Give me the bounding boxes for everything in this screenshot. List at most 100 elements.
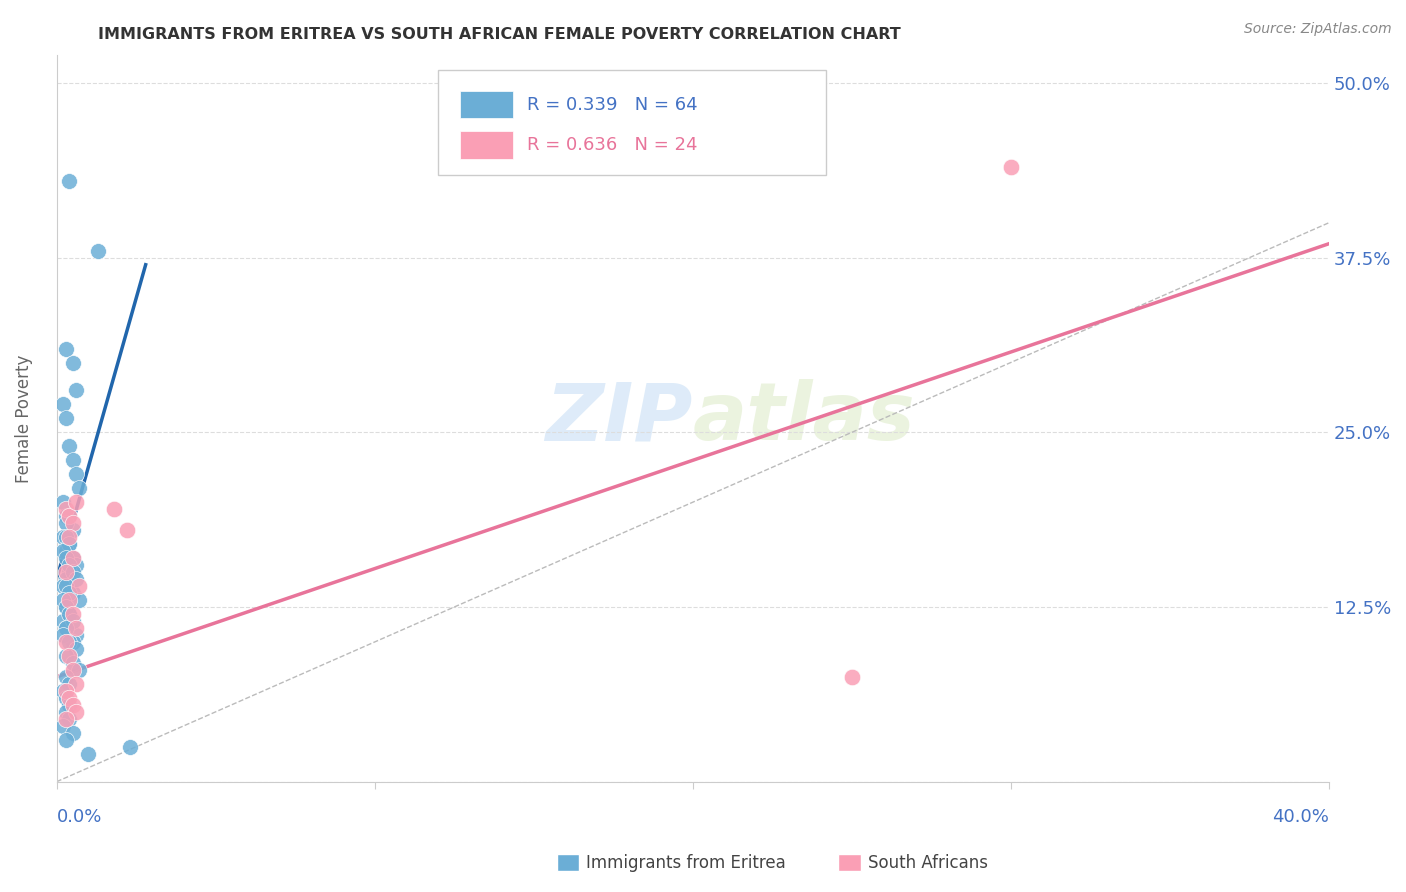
Point	[87, 244, 110, 258]
Point	[58, 677, 80, 691]
Point	[62, 698, 84, 712]
Point	[52, 397, 75, 411]
Point	[55, 572, 77, 586]
Point	[62, 656, 84, 670]
Text: 40.0%: 40.0%	[1272, 807, 1329, 826]
Point	[55, 705, 77, 719]
Point	[52, 628, 75, 642]
Point	[118, 739, 141, 754]
Point	[841, 670, 863, 684]
Point	[115, 523, 138, 537]
Point	[65, 628, 87, 642]
Point	[55, 684, 77, 698]
Point	[58, 586, 80, 600]
Text: Source: ZipAtlas.com: Source: ZipAtlas.com	[1244, 22, 1392, 37]
Text: South Africans: South Africans	[868, 854, 987, 871]
Bar	[460, 91, 513, 119]
Point	[58, 439, 80, 453]
Point	[62, 355, 84, 369]
Point	[62, 607, 84, 621]
Point	[67, 579, 90, 593]
Point	[77, 747, 100, 761]
Point	[55, 600, 77, 615]
Point	[65, 467, 87, 482]
Point	[65, 558, 87, 573]
Point	[55, 509, 77, 524]
Point	[67, 481, 90, 495]
Text: 0.0%: 0.0%	[56, 807, 103, 826]
Y-axis label: Female Poverty: Female Poverty	[15, 354, 32, 483]
Point	[65, 642, 87, 657]
Point	[58, 607, 80, 621]
Text: Immigrants from Eritrea: Immigrants from Eritrea	[586, 854, 786, 871]
Point	[55, 670, 77, 684]
Point	[52, 719, 75, 733]
Point	[55, 579, 77, 593]
Text: ZIP: ZIP	[546, 379, 693, 458]
Point	[58, 648, 80, 663]
Point	[58, 565, 80, 579]
Point	[62, 565, 84, 579]
Point	[58, 607, 80, 621]
Point	[62, 453, 84, 467]
Point	[62, 516, 84, 531]
Point	[55, 712, 77, 726]
Point	[55, 551, 77, 566]
Point	[58, 530, 80, 544]
FancyBboxPatch shape	[439, 70, 827, 175]
Point	[65, 705, 87, 719]
Point	[52, 614, 75, 628]
Point	[55, 732, 77, 747]
Point	[52, 684, 75, 698]
Point	[67, 663, 90, 677]
Point	[55, 635, 77, 649]
Point	[65, 677, 87, 691]
Point	[55, 502, 77, 516]
Point	[58, 174, 80, 188]
Point	[62, 726, 84, 740]
Point	[62, 663, 84, 677]
Point	[1000, 160, 1022, 174]
Text: IMMIGRANTS FROM ERITREA VS SOUTH AFRICAN FEMALE POVERTY CORRELATION CHART: IMMIGRANTS FROM ERITREA VS SOUTH AFRICAN…	[98, 27, 901, 42]
Point	[103, 502, 125, 516]
Point	[62, 551, 84, 566]
Point	[58, 509, 80, 524]
Point	[62, 614, 84, 628]
Point	[62, 523, 84, 537]
Point	[52, 579, 75, 593]
Point	[55, 600, 77, 615]
Point	[62, 551, 84, 566]
Point	[58, 537, 80, 551]
Point	[58, 558, 80, 573]
Text: R = 0.636   N = 24: R = 0.636 N = 24	[527, 136, 697, 154]
Point	[55, 621, 77, 635]
Point	[62, 586, 84, 600]
Point	[55, 342, 77, 356]
Point	[58, 712, 80, 726]
Point	[58, 593, 80, 607]
Text: R = 0.339   N = 64: R = 0.339 N = 64	[527, 95, 697, 113]
Point	[67, 593, 90, 607]
Text: atlas: atlas	[693, 379, 915, 458]
Point	[52, 495, 75, 509]
Point	[52, 544, 75, 558]
Point	[55, 648, 77, 663]
Point	[58, 537, 80, 551]
Point	[58, 635, 80, 649]
Point	[62, 635, 84, 649]
Point	[55, 621, 77, 635]
Point	[55, 565, 77, 579]
Point	[52, 593, 75, 607]
Point	[58, 698, 80, 712]
Point	[55, 516, 77, 531]
Point	[55, 530, 77, 544]
Point	[58, 690, 80, 705]
Point	[65, 495, 87, 509]
Point	[65, 384, 87, 398]
Bar	[460, 131, 513, 159]
Point	[55, 411, 77, 425]
Point	[55, 690, 77, 705]
Point	[58, 509, 80, 524]
Point	[65, 621, 87, 635]
Point	[52, 530, 75, 544]
